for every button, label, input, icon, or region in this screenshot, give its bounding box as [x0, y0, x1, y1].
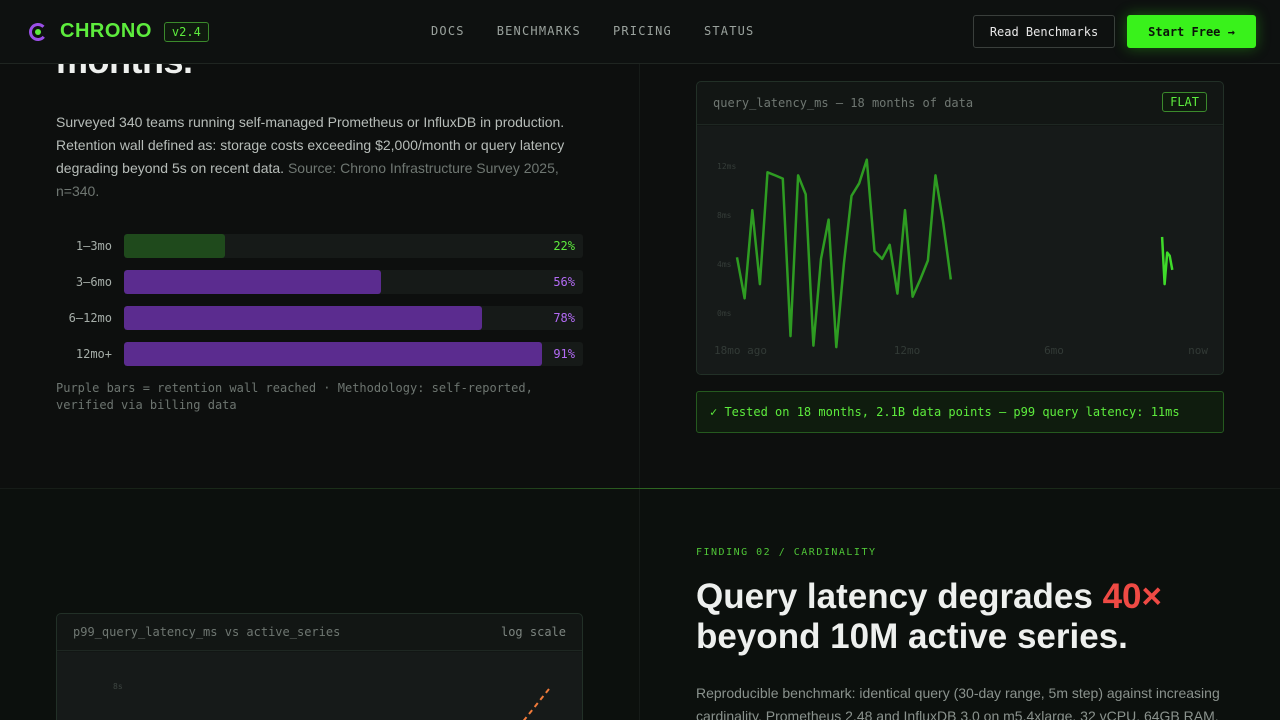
headline-part: beyond 10M active series.: [696, 617, 1128, 656]
chart-footnote: Purple bars = retention wall reached · M…: [56, 381, 533, 412]
version-badge: v2.4: [163, 21, 209, 42]
bar-fill: [124, 234, 225, 258]
bar-value: 91%: [553, 347, 575, 361]
latency-series-line: [735, 158, 953, 349]
y-tick-label: 8ms: [717, 211, 732, 220]
start-free-button[interactable]: Start Free →: [1127, 15, 1256, 48]
latency-chart-card: query_latency_ms — 18 months of data FLA…: [696, 81, 1224, 375]
bar-row: 6–12mo 78%: [56, 306, 583, 330]
headline-accent: 40×: [1102, 577, 1162, 616]
tested-note: ✓ Tested on 18 months, 2.1B data points …: [696, 391, 1224, 433]
latency-series-line: [1160, 236, 1174, 286]
flat-badge: FLAT: [1162, 92, 1207, 112]
finding-1-body-text: Surveyed 340 teams running self-managed …: [56, 114, 565, 176]
nav-link-pricing[interactable]: PRICING: [612, 24, 672, 38]
cardinality-chart-svg: 8s: [113, 682, 550, 720]
card-title: p99_query_latency_ms vs active_series: [73, 625, 341, 639]
bar-fill: [124, 306, 483, 330]
cardinality-chart-card: p99_query_latency_ms vs active_series lo…: [56, 613, 583, 720]
finding-1-source: Source: Chrono Infrastructure Survey 202…: [56, 160, 559, 199]
bar-label: 1–3mo: [75, 239, 112, 253]
finding-2-paragraph: Reproducible benchmark: identical query …: [696, 685, 1220, 720]
bar-fill: [124, 342, 542, 366]
latency-chart: 12ms 8ms 4ms 0ms 18mo ago 12mo 6mo now: [697, 126, 1223, 374]
y-tick-label: 8s: [113, 682, 123, 691]
card-header: p99_query_latency_ms vs active_series lo…: [57, 614, 582, 651]
log-scale-label: log scale: [500, 625, 566, 639]
bar-track: 91%: [124, 342, 583, 366]
bar-value: 56%: [553, 275, 575, 289]
brand-logo[interactable]: CHRONO v2.4: [28, 20, 209, 43]
y-tick-label: 12ms: [717, 162, 736, 171]
finding-2-headline: Query latency degrades 40× beyond 10M act…: [696, 577, 1256, 657]
finding-2-eyebrow: FINDING 02 / CARDINALITY: [696, 547, 877, 558]
bar-label: 12mo+: [75, 347, 112, 361]
bar-track: 56%: [124, 270, 583, 294]
bar-label: 6–12mo: [68, 311, 112, 325]
finding-1-paragraph: Surveyed 340 teams running self-managed …: [56, 111, 576, 203]
bar-value: 78%: [553, 311, 575, 325]
card-header: query_latency_ms — 18 months of data FLA…: [697, 82, 1223, 125]
bar-row: 1–3mo 22%: [56, 234, 583, 258]
x-tick-label: now: [1188, 344, 1208, 357]
read-benchmarks-button[interactable]: Read Benchmarks: [973, 15, 1115, 48]
x-tick-label: 18mo ago: [714, 344, 767, 357]
bar-track: 22%: [124, 234, 583, 258]
bar-value: 22%: [553, 239, 575, 253]
trend-line: [522, 688, 550, 720]
nav-link-benchmarks[interactable]: BENCHMARKS: [496, 24, 581, 38]
bar-label: 3–6mo: [75, 275, 112, 289]
section-divider: [0, 488, 1280, 489]
brand-name: CHRONO: [60, 20, 152, 42]
y-tick-label: 4ms: [717, 260, 732, 269]
bar-track: 78%: [124, 306, 583, 330]
cardinality-chart: 8s: [57, 652, 582, 720]
y-tick-label: 0ms: [717, 309, 732, 318]
headline-part: Query latency degrades: [696, 577, 1103, 616]
x-tick-label: 12mo: [894, 344, 921, 357]
chrono-logo-icon: [28, 22, 48, 42]
latency-chart-svg: 12ms 8ms 4ms 0ms 18mo ago 12mo 6mo now: [714, 158, 1208, 357]
nav-links: DOCS BENCHMARKS PRICING STATUS: [431, 24, 755, 38]
card-title: query_latency_ms — 18 months of data: [713, 96, 974, 110]
bar-row: 3–6mo 56%: [56, 270, 583, 294]
top-nav: CHRONO v2.4 DOCS BENCHMARKS PRICING STAT…: [0, 0, 1280, 64]
bar-fill: [124, 270, 382, 294]
x-tick-label: 6mo: [1044, 344, 1064, 357]
nav-link-status[interactable]: STATUS: [703, 24, 755, 38]
nav-link-docs[interactable]: DOCS: [431, 24, 465, 38]
column-divider: [639, 64, 640, 720]
bar-row: 12mo+ 91%: [56, 342, 583, 366]
